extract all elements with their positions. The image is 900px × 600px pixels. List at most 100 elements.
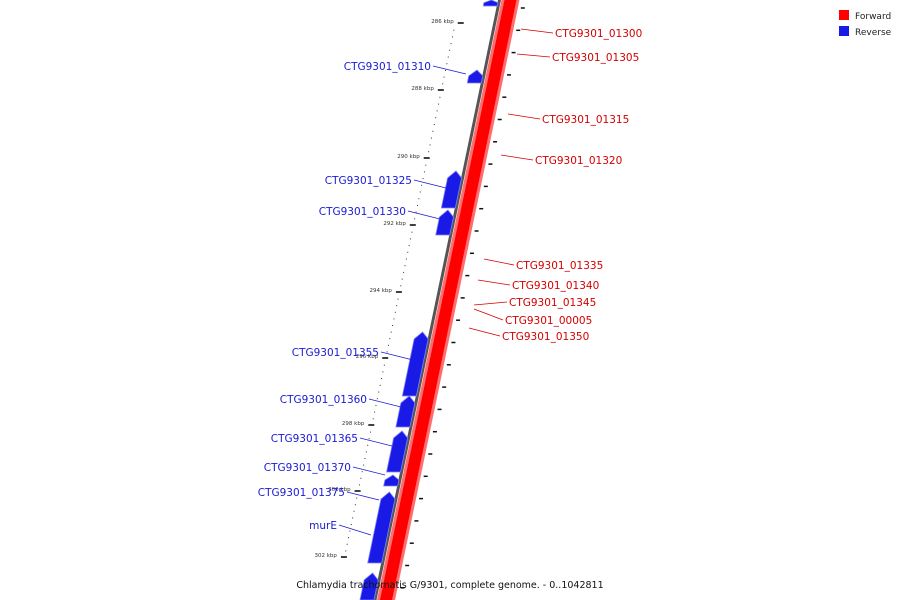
- minor-tick: [361, 471, 363, 473]
- scale-tick-label: 288 kbp: [411, 86, 434, 92]
- minor-tick: [381, 378, 383, 380]
- forward-strand-band: [380, 0, 517, 600]
- gene-arrow-reverse[interactable]: [482, 0, 499, 7]
- minor-tick: [358, 484, 360, 486]
- gene-arrow-CTG9301_01365[interactable]: [386, 430, 409, 473]
- minor-tick: [438, 103, 440, 105]
- minor-tick: [404, 265, 406, 267]
- leader-line: [338, 524, 372, 536]
- reverse-gene-labels: CTG9301_01310 CTG9301_01325 CTG9301_01330 C…: [258, 61, 467, 536]
- minor-tick: [436, 110, 438, 112]
- scale-tick-label: 296 kbp: [356, 354, 379, 360]
- minor-tick: [429, 144, 431, 146]
- gene-label-reverse[interactable]: CTG9301_01365: [271, 433, 358, 445]
- scale-tick-label: 286 kbp: [431, 19, 454, 25]
- genome-backbone: [373, 0, 520, 600]
- minor-tick: [390, 331, 392, 333]
- minor-tick: [432, 130, 434, 132]
- minor-tick: [414, 218, 416, 220]
- gene-arrow-CTG9301_01370[interactable]: [383, 474, 400, 487]
- minor-tick: [405, 258, 407, 260]
- gene-label-forward[interactable]: CTG9301_01305: [552, 52, 639, 64]
- minor-tick: [387, 344, 389, 346]
- minor-tick: [410, 238, 412, 240]
- minor-tick: [348, 537, 350, 539]
- minor-tick: [416, 204, 418, 206]
- gene-label-forward[interactable]: CTG9301_01320: [535, 155, 622, 167]
- gene-label-forward[interactable]: CTG9301_01340: [512, 280, 599, 292]
- gene-label-reverse[interactable]: CTG9301_01370: [264, 462, 351, 474]
- gene-label-reverse[interactable]: murE: [309, 520, 337, 532]
- gene-label-forward[interactable]: CTG9301_00005: [505, 315, 592, 327]
- minor-tick: [433, 124, 435, 125]
- reverse-strand-genes: [359, 0, 499, 600]
- minor-tick: [453, 29, 455, 31]
- minor-tick: [450, 43, 452, 45]
- leader-line: [507, 113, 541, 120]
- minor-tick: [379, 384, 381, 386]
- gene-arrow-murE[interactable]: [359, 572, 379, 600]
- legend: Forward Reverse: [839, 10, 892, 38]
- leader-line: [432, 65, 467, 75]
- gene-arrow-CTG9301_01360[interactable]: [395, 395, 416, 428]
- leader-line: [483, 258, 515, 266]
- gene-arrow-CTG9301_01310[interactable]: [466, 69, 484, 84]
- leader-line: [413, 179, 447, 189]
- minor-tick: [451, 36, 453, 38]
- minor-tick: [356, 497, 358, 499]
- leader-line: [473, 308, 504, 321]
- minor-tick: [394, 311, 396, 313]
- gene-label-reverse[interactable]: CTG9301_01375: [258, 487, 345, 499]
- forward-gene-labels: CTG9301_01300 CTG9301_01305 CTG9301_01315 C…: [468, 28, 642, 343]
- gene-label-reverse[interactable]: CTG9301_01330: [319, 206, 406, 218]
- leader-line: [359, 437, 393, 447]
- minor-tick: [389, 338, 391, 340]
- legend-swatch-forward: [839, 10, 849, 20]
- scale-tick-label: 290 kbp: [397, 154, 420, 160]
- minor-tick: [428, 151, 430, 153]
- minor-tick: [401, 278, 403, 280]
- scale-tick-label: 300 kbp: [328, 487, 351, 493]
- gene-label-forward[interactable]: CTG9301_01315: [542, 114, 629, 126]
- minor-tick: [425, 164, 427, 166]
- minor-tick: [421, 184, 423, 186]
- minor-tick: [430, 137, 432, 139]
- minor-tick: [368, 438, 370, 440]
- minor-tick: [382, 371, 384, 373]
- leader-line: [380, 351, 414, 361]
- minor-tick: [346, 543, 348, 545]
- gene-label-forward[interactable]: CTG9301_01300: [555, 28, 642, 40]
- minor-tick: [423, 171, 425, 173]
- minor-tick: [372, 418, 374, 420]
- minor-tick: [411, 231, 413, 233]
- gene-label-reverse[interactable]: CTG9301_01325: [325, 175, 412, 187]
- gene-label-reverse[interactable]: CTG9301_01360: [280, 394, 367, 406]
- gene-label-reverse[interactable]: CTG9301_01310: [344, 61, 431, 73]
- minor-tick: [442, 83, 444, 85]
- leader-line: [500, 154, 534, 161]
- gene-label-forward[interactable]: CTG9301_01335: [516, 260, 603, 272]
- minor-tick: [374, 411, 376, 413]
- minor-tick: [367, 444, 369, 446]
- minor-tick: [396, 305, 398, 307]
- minor-tick: [419, 191, 421, 193]
- minor-tick: [369, 431, 371, 433]
- minor-tick: [378, 391, 380, 393]
- leader-line: [368, 398, 402, 408]
- scale-tick-label: 294 kbp: [369, 288, 392, 294]
- minor-tick: [353, 510, 355, 512]
- minor-tick: [408, 245, 410, 247]
- gene-label-forward[interactable]: CTG9301_01345: [509, 297, 596, 309]
- gene-arrow-CTG9301_01325[interactable]: [440, 170, 462, 209]
- gene-arrow-CTG9301_01375[interactable]: [367, 491, 396, 564]
- minor-tick: [403, 271, 405, 273]
- leader-line: [473, 301, 508, 306]
- minor-tick: [376, 398, 378, 400]
- gene-arrow-CTG9301_01330[interactable]: [435, 209, 454, 236]
- gene-label-forward[interactable]: CTG9301_01350: [502, 331, 589, 343]
- minor-tick: [375, 404, 377, 406]
- leader-line: [346, 491, 380, 501]
- minor-tick: [449, 49, 451, 51]
- gene-label-reverse[interactable]: CTG9301_01355: [292, 347, 379, 359]
